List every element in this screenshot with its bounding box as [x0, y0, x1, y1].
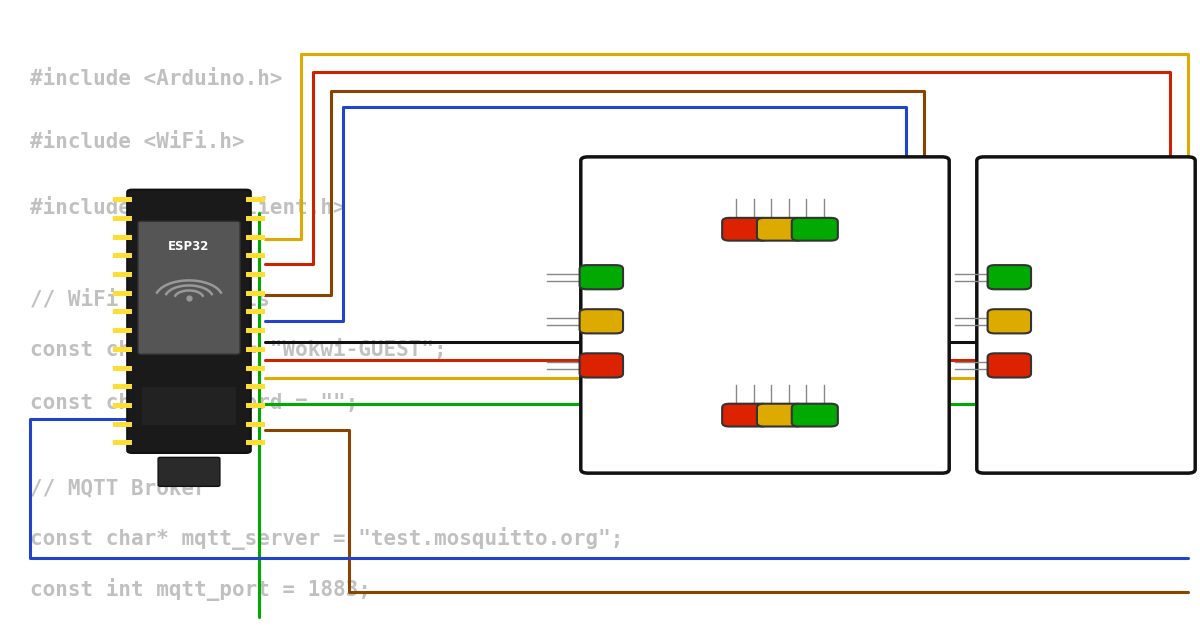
Bar	[246, 253, 265, 258]
Bar	[113, 384, 132, 389]
FancyBboxPatch shape	[988, 265, 1031, 289]
Bar	[246, 421, 265, 427]
FancyBboxPatch shape	[792, 218, 838, 241]
FancyBboxPatch shape	[792, 404, 838, 427]
Bar	[113, 290, 132, 295]
Text: const char* ssid = "Wokwi-GUEST";: const char* ssid = "Wokwi-GUEST";	[30, 339, 446, 360]
Bar	[246, 328, 265, 333]
Bar	[113, 403, 132, 408]
FancyBboxPatch shape	[127, 190, 251, 453]
FancyBboxPatch shape	[977, 157, 1195, 473]
Bar	[113, 234, 132, 239]
Bar	[246, 309, 265, 314]
Text: #include <WiFi.h>: #include <WiFi.h>	[30, 132, 245, 152]
Bar	[246, 197, 265, 202]
FancyBboxPatch shape	[580, 309, 623, 333]
Bar	[246, 216, 265, 221]
Bar	[113, 197, 132, 202]
Bar	[246, 365, 265, 370]
Bar	[113, 253, 132, 258]
Bar	[113, 328, 132, 333]
Bar	[142, 387, 236, 425]
Bar	[246, 440, 265, 445]
FancyBboxPatch shape	[138, 221, 240, 354]
Text: const int mqtt_port = 1883;: const int mqtt_port = 1883;	[30, 578, 371, 600]
FancyBboxPatch shape	[722, 218, 768, 241]
Bar	[113, 216, 132, 221]
Text: #include <PubSubClient.h>: #include <PubSubClient.h>	[30, 198, 346, 218]
Bar	[246, 403, 265, 408]
FancyBboxPatch shape	[580, 265, 623, 289]
Bar	[246, 347, 265, 352]
FancyBboxPatch shape	[757, 404, 803, 427]
Text: // MQTT Broker: // MQTT Broker	[30, 478, 206, 498]
Bar	[246, 290, 265, 295]
Text: #include <Arduino.h>: #include <Arduino.h>	[30, 69, 282, 89]
Bar	[246, 384, 265, 389]
Bar	[113, 440, 132, 445]
Bar	[113, 272, 132, 277]
Text: const char* password = "";: const char* password = "";	[30, 393, 359, 413]
FancyBboxPatch shape	[988, 353, 1031, 377]
Text: // WiFi Credentials: // WiFi Credentials	[30, 289, 270, 309]
Bar	[113, 309, 132, 314]
Text: const char* mqtt_server = "test.mosquitto.org";: const char* mqtt_server = "test.mosquitt…	[30, 527, 623, 550]
Bar	[113, 347, 132, 352]
Bar	[246, 234, 265, 239]
FancyBboxPatch shape	[722, 404, 768, 427]
FancyBboxPatch shape	[580, 353, 623, 377]
Bar	[113, 365, 132, 370]
Bar	[246, 272, 265, 277]
FancyBboxPatch shape	[581, 157, 949, 473]
Bar	[113, 421, 132, 427]
FancyBboxPatch shape	[158, 457, 220, 486]
FancyBboxPatch shape	[988, 309, 1031, 333]
Text: ESP32: ESP32	[168, 240, 210, 253]
FancyBboxPatch shape	[757, 218, 803, 241]
